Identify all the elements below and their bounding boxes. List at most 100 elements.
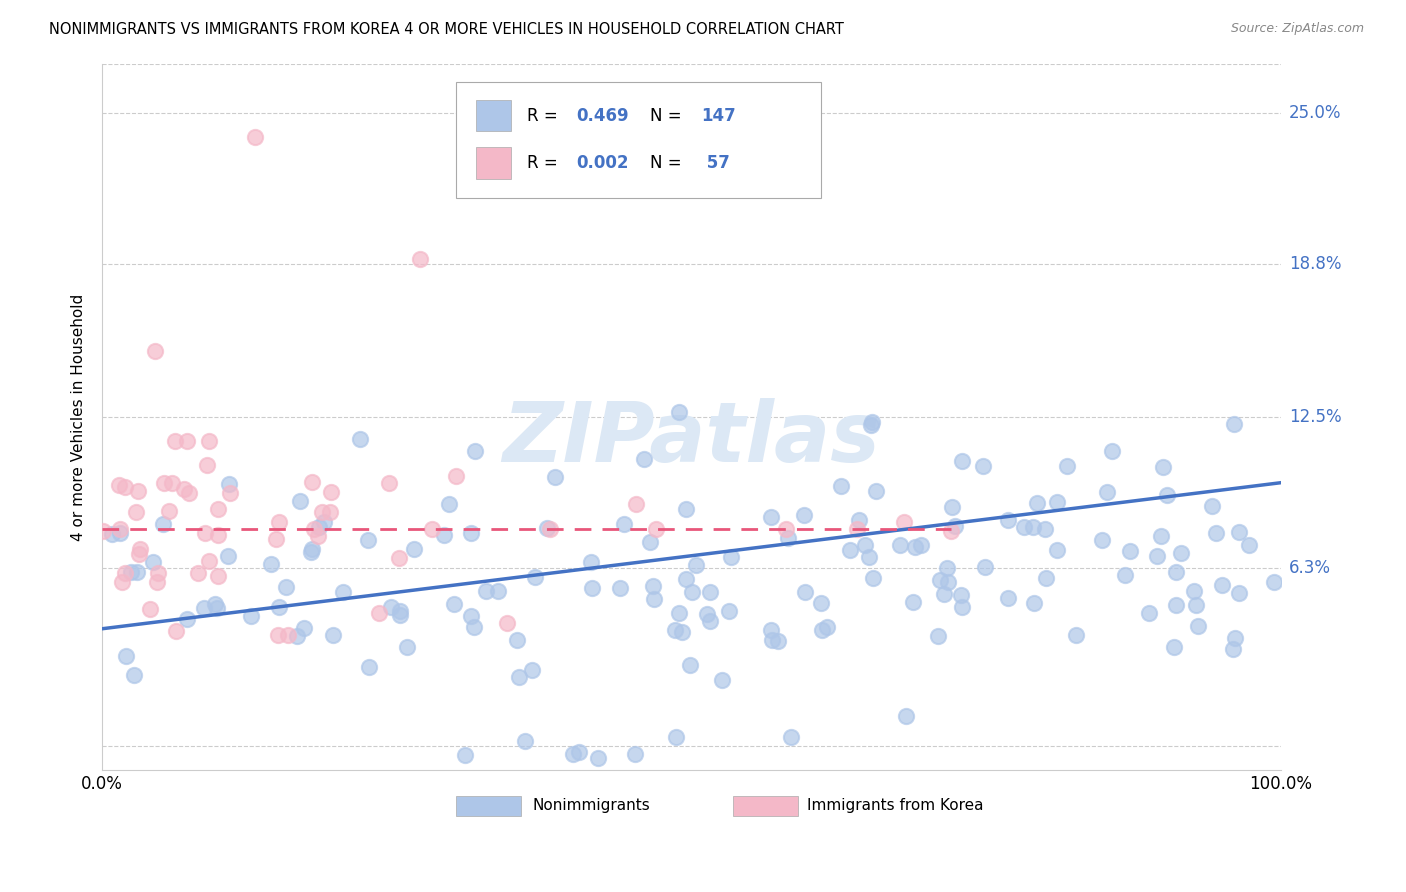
Point bbox=[623, 747, 645, 761]
Point bbox=[717, 604, 740, 618]
Point bbox=[638, 535, 661, 549]
Point bbox=[853, 538, 876, 552]
Point bbox=[1146, 549, 1168, 563]
Point bbox=[176, 434, 198, 449]
Point bbox=[1064, 627, 1087, 641]
Point bbox=[380, 599, 402, 614]
Point bbox=[1222, 641, 1244, 656]
Point bbox=[609, 581, 631, 595]
Point bbox=[675, 502, 697, 516]
Point bbox=[939, 524, 962, 539]
Point bbox=[444, 469, 467, 483]
Point bbox=[675, 572, 697, 586]
Point bbox=[91, 524, 114, 538]
Point bbox=[120, 566, 142, 580]
Point bbox=[810, 596, 832, 610]
Point bbox=[761, 633, 783, 648]
Point bbox=[815, 620, 838, 634]
Point bbox=[114, 566, 136, 580]
Point bbox=[779, 731, 801, 745]
FancyBboxPatch shape bbox=[456, 796, 520, 816]
Text: N =: N = bbox=[650, 154, 688, 172]
Point bbox=[936, 575, 959, 590]
Point bbox=[761, 623, 783, 637]
Point bbox=[794, 584, 817, 599]
Point bbox=[486, 584, 509, 599]
Point bbox=[163, 434, 186, 449]
Text: 57: 57 bbox=[702, 154, 730, 172]
Point bbox=[146, 566, 169, 580]
Point bbox=[1046, 543, 1069, 558]
Point bbox=[1101, 444, 1123, 458]
Point bbox=[699, 614, 721, 628]
Point bbox=[1056, 459, 1078, 474]
Point bbox=[321, 484, 343, 499]
Point bbox=[179, 486, 201, 500]
Text: Nonimmigrants: Nonimmigrants bbox=[533, 798, 650, 814]
Point bbox=[173, 483, 195, 497]
Point bbox=[127, 565, 149, 579]
Point bbox=[997, 591, 1019, 605]
Point bbox=[108, 478, 131, 492]
Point bbox=[111, 574, 134, 589]
Point bbox=[941, 500, 963, 514]
Point bbox=[950, 599, 973, 614]
Point bbox=[830, 479, 852, 493]
Point bbox=[950, 454, 973, 468]
Point bbox=[276, 580, 298, 594]
Point bbox=[475, 583, 498, 598]
Point bbox=[579, 555, 602, 569]
Point bbox=[1170, 546, 1192, 560]
FancyBboxPatch shape bbox=[733, 796, 797, 816]
Point bbox=[157, 504, 180, 518]
Point bbox=[1021, 520, 1043, 534]
Point bbox=[198, 554, 221, 568]
Point bbox=[443, 597, 465, 611]
Text: N =: N = bbox=[650, 106, 688, 125]
Point bbox=[811, 623, 834, 637]
Point bbox=[643, 591, 665, 606]
FancyBboxPatch shape bbox=[456, 82, 821, 198]
Point bbox=[115, 648, 138, 663]
Point bbox=[932, 587, 955, 601]
Point bbox=[1201, 499, 1223, 513]
Point bbox=[1222, 417, 1244, 432]
Point bbox=[1164, 565, 1187, 579]
Point bbox=[312, 515, 335, 529]
Point bbox=[193, 600, 215, 615]
Point bbox=[207, 528, 229, 542]
Point bbox=[1239, 538, 1261, 552]
Point bbox=[204, 597, 226, 611]
Point bbox=[681, 584, 703, 599]
Point bbox=[643, 579, 665, 593]
Point bbox=[1012, 520, 1035, 534]
Text: 147: 147 bbox=[702, 106, 735, 125]
Point bbox=[307, 529, 329, 543]
Point bbox=[378, 476, 401, 491]
Point bbox=[439, 497, 461, 511]
Point bbox=[889, 538, 911, 552]
Point bbox=[699, 584, 721, 599]
Text: ZIPatlas: ZIPatlas bbox=[502, 398, 880, 479]
Point bbox=[1091, 533, 1114, 548]
Point bbox=[664, 623, 686, 637]
Point bbox=[997, 513, 1019, 527]
Point bbox=[838, 542, 860, 557]
Point bbox=[858, 550, 880, 565]
Point bbox=[146, 574, 169, 589]
Point bbox=[973, 559, 995, 574]
Point bbox=[896, 709, 918, 723]
Point bbox=[165, 624, 187, 639]
Point bbox=[396, 640, 419, 654]
Point bbox=[101, 526, 124, 541]
Point bbox=[1024, 596, 1046, 610]
Point bbox=[267, 628, 290, 642]
Point bbox=[711, 673, 734, 687]
Text: Source: ZipAtlas.com: Source: ZipAtlas.com bbox=[1230, 22, 1364, 36]
Text: 25.0%: 25.0% bbox=[1289, 103, 1341, 121]
Point bbox=[793, 508, 815, 522]
Point bbox=[176, 612, 198, 626]
Point bbox=[260, 558, 283, 572]
Point bbox=[1225, 632, 1247, 646]
Point bbox=[536, 521, 558, 535]
